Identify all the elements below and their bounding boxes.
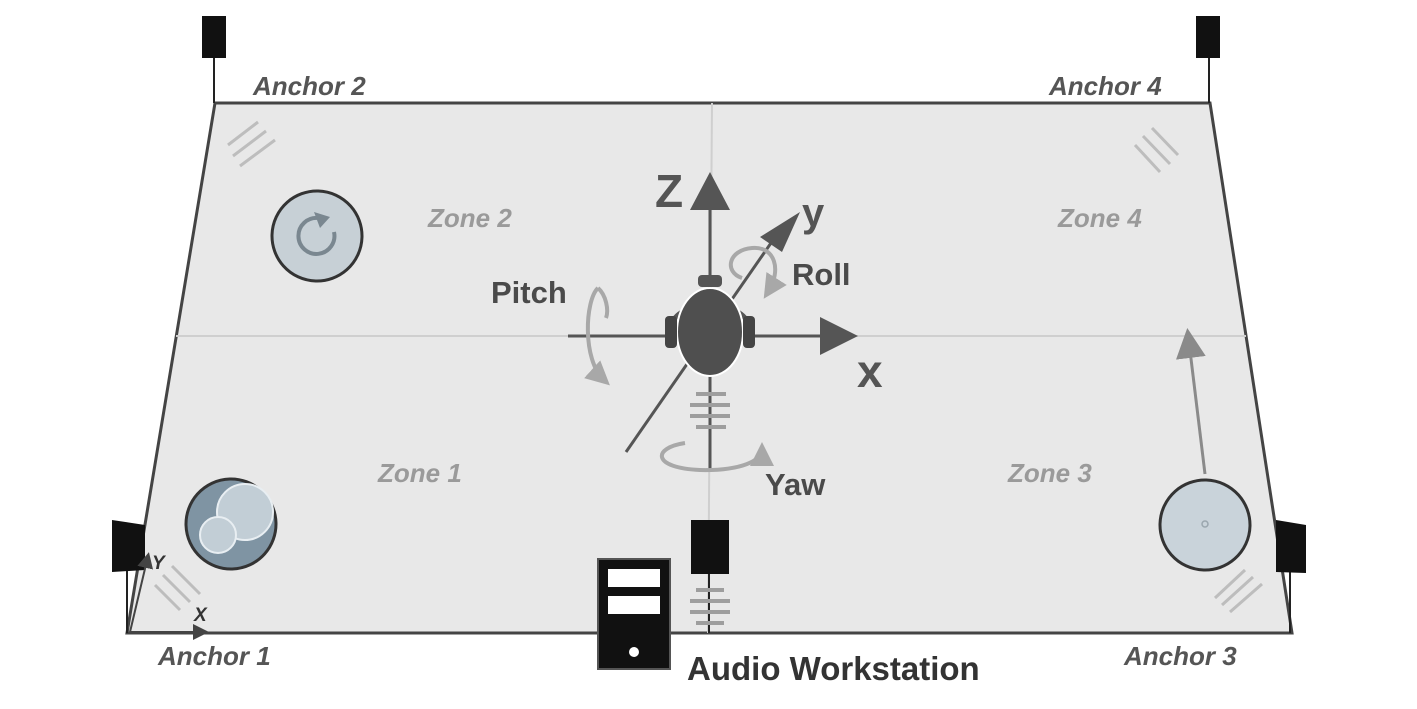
- z-axis-arrowhead: [690, 172, 730, 210]
- center-speaker-waves: [690, 588, 730, 625]
- audio-workstation-label: Audio Workstation: [687, 650, 980, 687]
- anchor-4-speaker: [1196, 16, 1220, 103]
- x-axis-arrowhead: [820, 317, 858, 355]
- zone-2-label: Zone 2: [427, 203, 512, 233]
- listener-head-icon: [665, 275, 755, 377]
- computer-tower-icon: [597, 558, 671, 670]
- y-axis-arrowhead: [760, 212, 800, 252]
- pitch-rotation-arrow: [584, 286, 610, 386]
- anchor-2-label: Anchor 2: [252, 71, 366, 101]
- yaw-label: Yaw: [765, 467, 826, 502]
- anchor-1-label: Anchor 1: [157, 641, 271, 671]
- zone-2-disc: [270, 189, 364, 283]
- zone-3-disc: [1158, 478, 1252, 572]
- anchor-3-label: Anchor 3: [1123, 641, 1237, 671]
- pitch-rotation-arrow-top: [596, 286, 610, 319]
- anchor-4-label: Anchor 4: [1048, 71, 1162, 101]
- head-sound-waves: [690, 392, 730, 429]
- yaw-rotation-arrow: [659, 441, 774, 473]
- zone-1-label: Zone 1: [377, 458, 462, 488]
- roll-rotation-arrow: [728, 245, 787, 299]
- zone-1-disc: [184, 477, 278, 571]
- anchor-3-speaker: [1276, 520, 1306, 633]
- anchor-1-speaker: [112, 520, 145, 633]
- zone-4-label: Zone 4: [1057, 203, 1142, 233]
- zone-3-to-4-arrow: [1176, 328, 1207, 475]
- corner-x-label: X: [193, 605, 208, 626]
- zone-3-label: Zone 3: [1007, 458, 1092, 488]
- hatch-bottom-left: [153, 564, 202, 612]
- roll-label: Roll: [792, 257, 851, 292]
- corner-y-axis: [129, 552, 154, 633]
- pitch-label: Pitch: [491, 275, 567, 310]
- corner-y-label: Y: [152, 553, 167, 574]
- x-axis-label: x: [857, 345, 883, 397]
- anchor-2-speaker: [202, 16, 226, 103]
- z-axis-label: z: [655, 165, 683, 217]
- hatch-top-left: [227, 120, 276, 168]
- rotate-icon: [296, 215, 337, 256]
- hatch-bottom-right: [1213, 568, 1263, 614]
- y-axis-label: y: [802, 191, 825, 235]
- hatch-top-right: [1133, 126, 1180, 174]
